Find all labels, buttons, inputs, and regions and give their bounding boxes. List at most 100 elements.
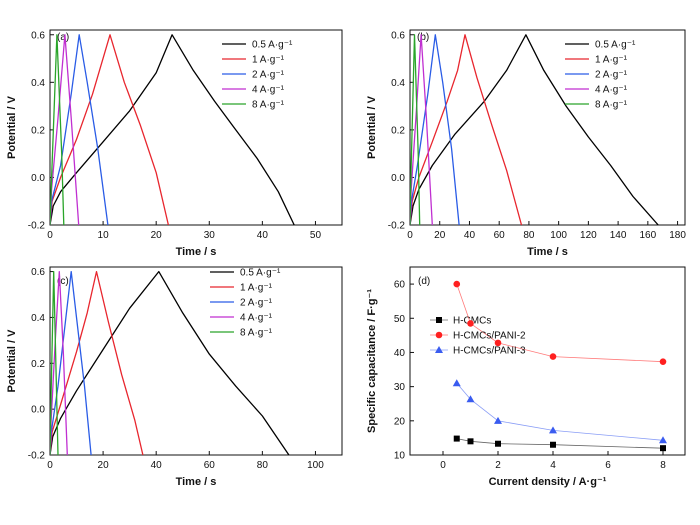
series-line: [456, 382, 664, 441]
x-tick-label: 10: [98, 230, 110, 241]
y-tick-label: 10: [394, 451, 406, 462]
legend-label: 2 A·g⁻¹: [595, 70, 628, 81]
legend-label: 2 A·g⁻¹: [240, 298, 273, 309]
x-tick-label: 0: [47, 230, 53, 241]
plot-frame: [49, 266, 343, 456]
y-axis-title: Potential / V: [6, 95, 18, 159]
panel-label: (d): [418, 276, 430, 287]
chart-panel-3: 0 20 40 60 80 100 -0.2 0.0 0.2 0.4 0.6 Time / s Pote…: [6, 266, 343, 488]
legend-label: 1 A·g⁻¹: [252, 55, 285, 66]
x-tick-label: 180: [669, 230, 686, 241]
x-tick-label: 60: [204, 460, 216, 471]
series-line: [50, 34, 109, 225]
data-point: [494, 339, 502, 347]
series-2: [453, 280, 667, 365]
y-axis-title: Specific capacitance / F·g⁻¹: [366, 289, 378, 433]
data-point: [467, 320, 474, 327]
legend-label: 4 A·g⁻¹: [252, 85, 285, 96]
data-point: [659, 436, 667, 444]
series-line: [50, 270, 59, 455]
x-tick-label: 6: [605, 460, 611, 471]
x-tick-label: 80: [523, 230, 535, 241]
legend-entry: 0.5 A·g⁻¹: [565, 40, 636, 51]
chart-panel-2: 0 20 40 60 80 100 120 140 160 180 -0.2 0.0 0.2 0.4 0.6…: [366, 29, 686, 258]
legend-entry: 2 A·g⁻¹: [222, 70, 285, 81]
data-point: [660, 445, 666, 452]
series-1: [50, 270, 290, 455]
legend-marker: [435, 346, 443, 353]
plot-frame: [409, 266, 686, 456]
x-tick-label: 8: [660, 460, 666, 471]
legend-entry: 1 A·g⁻¹: [210, 283, 273, 294]
y-tick-label: -0.2: [388, 221, 406, 232]
x-tick-label: 20: [98, 460, 110, 471]
legend-label: 1 A·g⁻¹: [595, 55, 628, 66]
series-5: [50, 34, 65, 225]
panel-label: (a): [57, 32, 69, 43]
x-axis-title: Time / s: [176, 476, 217, 488]
x-tick-label: 40: [464, 230, 476, 241]
series-line: [50, 270, 92, 455]
legend-entry: 4 A·g⁻¹: [210, 313, 273, 324]
series-2: [50, 34, 170, 225]
y-tick-label: -0.2: [28, 451, 46, 462]
series-5: [50, 270, 59, 455]
x-tick-label: 2: [495, 460, 501, 471]
x-tick-label: 120: [580, 230, 597, 241]
y-tick-label: 0.4: [391, 78, 405, 89]
series-2: [410, 34, 523, 225]
legend-label: 2 A·g⁻¹: [252, 70, 285, 81]
series-3: [452, 379, 667, 444]
legend-label: 4 A·g⁻¹: [595, 85, 628, 96]
x-tick-label: 4: [550, 460, 556, 471]
series-5: [410, 34, 421, 225]
data-point: [453, 435, 460, 442]
y-tick-label: 0.0: [391, 173, 405, 184]
x-tick-label: 40: [257, 230, 269, 241]
y-axis-title: Potential / V: [6, 329, 18, 393]
series-line: [456, 438, 664, 449]
series-line: [410, 34, 659, 225]
series-line: [410, 34, 460, 225]
panel-label: (c): [57, 276, 69, 287]
x-tick-label: 140: [610, 230, 627, 241]
y-tick-label: -0.2: [28, 221, 46, 232]
data-point: [452, 379, 461, 387]
legend-entry: H-CMCs: [430, 316, 491, 327]
x-tick-label: 60: [494, 230, 506, 241]
legend-entry: 0.5 A·g⁻¹: [210, 268, 281, 279]
legend-marker: [436, 317, 442, 323]
legend-label: 1 A·g⁻¹: [240, 283, 273, 294]
series-3: [410, 34, 460, 225]
legend-label: 0.5 A·g⁻¹: [595, 40, 636, 51]
y-tick-label: 0.6: [31, 267, 45, 278]
series-3: [50, 270, 92, 455]
series-line: [410, 34, 523, 225]
y-tick-label: 0.0: [31, 405, 45, 416]
data-point: [549, 353, 557, 360]
series-line: [410, 34, 421, 225]
legend-entry: 2 A·g⁻¹: [210, 298, 273, 309]
series-line: [50, 34, 65, 225]
data-point: [467, 438, 474, 445]
x-tick-label: 20: [151, 230, 163, 241]
x-tick-label: 20: [434, 230, 446, 241]
y-tick-label: 0.4: [31, 313, 45, 324]
legend-label: 8 A·g⁻¹: [595, 100, 628, 111]
data-point: [550, 441, 556, 448]
y-tick-label: 0.2: [391, 125, 405, 136]
data-point: [453, 280, 461, 288]
legend-label: 0.5 A·g⁻¹: [252, 40, 293, 51]
series-2: [50, 270, 144, 455]
legend-label: H-CMCs/PANI-3: [453, 346, 526, 357]
legend-entry: 1 A·g⁻¹: [222, 55, 285, 66]
y-tick-label: 0.6: [391, 30, 405, 41]
legend-entry: 8 A·g⁻¹: [222, 100, 285, 111]
y-tick-label: 40: [394, 348, 406, 359]
y-tick-label: 20: [394, 416, 406, 427]
x-tick-label: 40: [151, 460, 163, 471]
legend-entry: 4 A·g⁻¹: [565, 85, 628, 96]
data-point: [466, 395, 475, 403]
series-line: [50, 34, 170, 225]
data-point: [495, 440, 501, 447]
